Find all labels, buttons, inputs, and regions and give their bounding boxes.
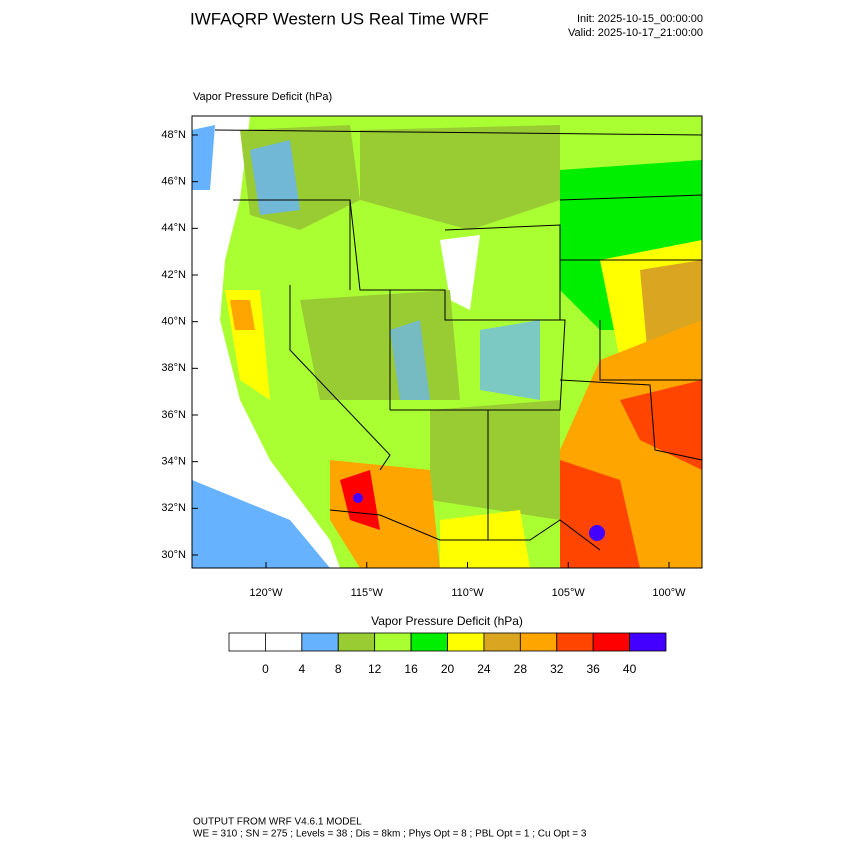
map-subtitle: Vapor Pressure Deficit (hPa) [193,91,332,103]
colorbar-title: Vapor Pressure Deficit (hPa) [371,614,523,628]
colorbar-label: 40 [623,662,637,676]
colorbar-label: 4 [298,662,305,676]
lon-tick-label: 115°W [351,587,384,599]
lat-tick-label: 42°N [161,269,186,281]
colorbar-label: 36 [586,662,600,676]
colorbar: 0 4 8 12 16 20 24 28 32 36 40 [228,632,667,676]
lon-tick-label: 100°W [652,587,686,599]
map-axes: 30°N 32°N 34°N 36°N 38°N 40°N 42°N 44°N 46°N 48°N… [161,129,686,599]
colorbar-box [337,632,376,652]
colorbar-label: 8 [335,662,342,676]
init-time: Init: 2025-10-15_00:00:00 [577,13,703,25]
colorbar-label: 12 [368,662,382,676]
colorbar-box [483,632,521,652]
lat-tick-label: 40°N [161,316,186,328]
colorbar-box [228,632,266,652]
colorbar-label: 32 [550,662,564,676]
lat-tick-label: 46°N [161,176,186,188]
title: IWFAQRP Western US Real Time WRF [190,9,489,28]
valid-time: Valid: 2025-10-17_21:00:00 [568,27,703,39]
colorbar-box [592,632,630,652]
lon-tick-label: 105°W [552,587,586,599]
colorbar-box [556,632,594,652]
colorbar-label: 20 [441,662,455,676]
colorbar-box [519,632,558,652]
lat-tick-label: 36°N [161,409,186,421]
colorbar-box [301,632,339,652]
colorbar-label: 24 [477,662,491,676]
map-field [191,115,703,569]
colorbar-box [265,632,303,652]
lat-tick-label: 44°N [161,222,186,234]
colorbar-label: 0 [262,662,269,676]
lat-tick-label: 34°N [161,456,186,468]
lat-tick-label: 48°N [161,129,186,141]
colorbar-box [374,632,412,652]
lon-tick-label: 120°W [249,587,283,599]
colorbar-box [629,632,667,652]
colorbar-label: 16 [404,662,418,676]
footer-line: WE = 310 ; SN = 275 ; Levels = 38 ; Dis … [193,829,587,840]
colorbar-box [410,632,448,652]
lat-tick-label: 32°N [161,502,186,514]
lon-tick-label: 110°W [451,587,484,599]
colorbar-box [447,632,485,652]
lat-tick-label: 30°N [161,549,186,561]
colorbar-label: 28 [514,662,528,676]
lat-tick-label: 38°N [161,362,186,374]
footer-line: OUTPUT FROM WRF V4.6.1 MODEL [193,817,362,828]
